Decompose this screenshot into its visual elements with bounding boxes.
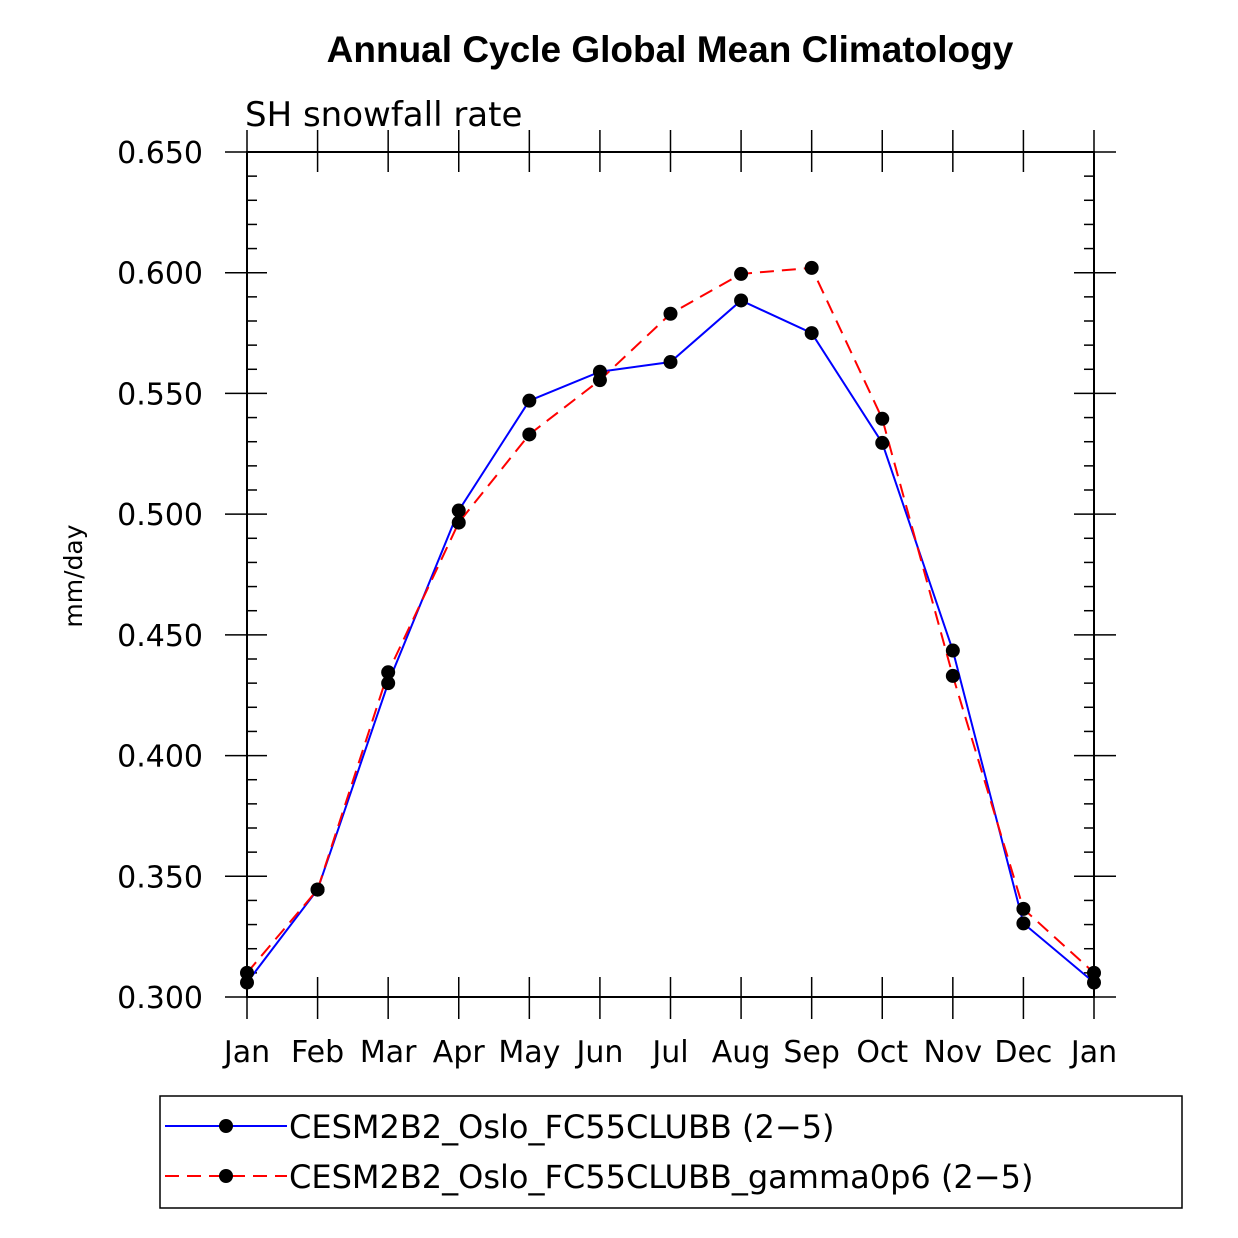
data-point bbox=[381, 665, 396, 680]
data-point bbox=[875, 435, 890, 450]
data-point bbox=[875, 411, 890, 426]
legend-box bbox=[159, 1095, 1183, 1209]
data-point bbox=[451, 503, 466, 518]
x-tick-label: Nov bbox=[924, 1035, 983, 1070]
data-point bbox=[381, 676, 396, 691]
data-point bbox=[451, 515, 466, 530]
y-tick-labels: 0.300 0.350 0.400 0.450 0.500 0.550 0.600 0.650 bbox=[117, 136, 203, 1016]
y-tick-label: 0.350 bbox=[117, 860, 203, 895]
legend-marker bbox=[219, 1119, 233, 1133]
y-tick-label: 0.650 bbox=[117, 136, 203, 171]
x-tick-label: Aug bbox=[712, 1035, 771, 1070]
y-axis-label: mm/day bbox=[59, 524, 88, 627]
data-point bbox=[945, 643, 960, 658]
y-tick-label: 0.600 bbox=[117, 257, 203, 292]
x-tick-label: Jan bbox=[222, 1035, 270, 1070]
data-point bbox=[734, 293, 749, 308]
series-line-2 bbox=[246, 266, 1095, 974]
legend-label-1: CESM2B2_Oslo_FC55CLUBB (2−5) bbox=[289, 1108, 835, 1146]
data-point bbox=[310, 882, 325, 897]
data-point bbox=[945, 668, 960, 683]
x-tick-label: Oct bbox=[856, 1035, 908, 1070]
data-point bbox=[663, 355, 678, 370]
data-point bbox=[804, 326, 819, 341]
data-point bbox=[663, 306, 678, 321]
legend-label-2: CESM2B2_Oslo_FC55CLUBB_gamma0p6 (2−5) bbox=[289, 1158, 1033, 1196]
series-line-1 bbox=[246, 299, 1095, 984]
data-point bbox=[1016, 901, 1031, 916]
data-point bbox=[804, 260, 819, 275]
x-tick-label: Apr bbox=[433, 1035, 486, 1070]
series-lines bbox=[246, 266, 1095, 984]
x-tick-label: Feb bbox=[291, 1035, 344, 1070]
chart-title: Annual Cycle Global Mean Climatology bbox=[327, 29, 1014, 70]
x-tick-label: Mar bbox=[360, 1035, 417, 1070]
x-tick-label: Sep bbox=[783, 1035, 840, 1070]
data-point bbox=[522, 393, 537, 408]
data-point bbox=[592, 373, 607, 388]
axis-ticks bbox=[225, 130, 1116, 1019]
legend-items: CESM2B2_Oslo_FC55CLUBB (2−5) CESM2B2_Oslo… bbox=[165, 1108, 1033, 1196]
data-point bbox=[522, 427, 537, 442]
x-tick-label: Dec bbox=[994, 1035, 1052, 1070]
data-point bbox=[734, 266, 749, 281]
legend: CESM2B2_Oslo_FC55CLUBB (2−5) CESM2B2_Oslo… bbox=[159, 1095, 1183, 1209]
plot-frame bbox=[246, 151, 1095, 998]
data-point bbox=[1016, 916, 1031, 931]
x-tick-label: Jul bbox=[650, 1035, 688, 1070]
legend-marker bbox=[219, 1169, 233, 1183]
x-tick-label: Jun bbox=[574, 1035, 623, 1070]
chart-subtitle: SH snowfall rate bbox=[245, 95, 522, 135]
data-markers bbox=[240, 260, 1101, 990]
y-tick-label: 0.300 bbox=[117, 981, 203, 1016]
x-tick-label: May bbox=[498, 1035, 560, 1070]
x-tick-label: Jan bbox=[1069, 1035, 1117, 1070]
y-tick-label: 0.550 bbox=[117, 377, 203, 412]
y-tick-label: 0.450 bbox=[117, 619, 203, 654]
x-tick-labels: Jan Feb Mar Apr May Jun Jul Aug Sep Oct Nov Dec Jan bbox=[222, 1035, 1117, 1070]
y-tick-label: 0.500 bbox=[117, 498, 203, 533]
y-tick-label: 0.400 bbox=[117, 740, 203, 775]
